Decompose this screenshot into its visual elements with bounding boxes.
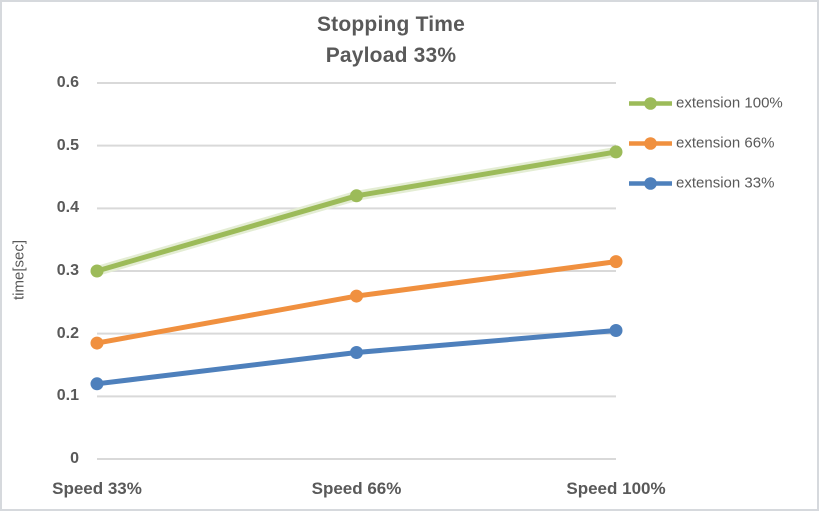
chart-title-line2: Payload 33% [325,44,457,67]
data-point-extension-100-speed-66 [350,189,363,203]
data-point-extension-33-speed-33 [90,377,104,391]
legend-item-extension-100: extension 100% [627,95,783,112]
legend-marker-icon [629,136,672,150]
legend-label-extension-100: extension 100% [676,94,783,112]
legend-item-extension-33: extension 33% [627,175,774,192]
legend-point [644,96,657,110]
data-point-extension-66-speed-33 [90,336,104,350]
y-tick-label-0.4: 0.4 [56,199,79,217]
legend-label-extension-33: extension 33% [676,174,775,192]
legend-point [644,176,657,190]
y-tick-label-0.2: 0.2 [56,324,79,342]
data-point-extension-66-speed-100 [609,255,623,269]
data-point-extension-33-speed-100 [609,324,623,338]
x-category-label-speed-33: Speed 33% [52,479,142,498]
y-tick-label-0: 0 [70,450,79,467]
legend-marker-icon [629,96,672,110]
legend-marker-icon [629,176,672,190]
y-tick-label-0.3: 0.3 [56,262,79,279]
data-point-extension-100-speed-33 [90,264,104,278]
y-tick-label-0.6: 0.6 [56,74,79,91]
data-point-extension-66-speed-66 [350,289,363,303]
chart-title-line1: Stopping Time [316,13,466,36]
legend-point [644,136,657,150]
chart-title: Stopping Time Payload 33% [2,9,780,71]
data-point-extension-33-speed-66 [350,345,363,359]
x-category-label-speed-100: Speed 100% [566,479,666,498]
y-tick-label-0.1: 0.1 [56,387,79,405]
legend-label-extension-66: extension 66% [676,134,775,152]
x-category-label-speed-66: Speed 66% [311,479,402,498]
data-point-extension-100-speed-100 [609,145,623,159]
legend-item-extension-66: extension 66% [627,135,774,152]
series-glow-extension-100 [92,146,621,276]
y-tick-label-0.5: 0.5 [56,136,79,154]
